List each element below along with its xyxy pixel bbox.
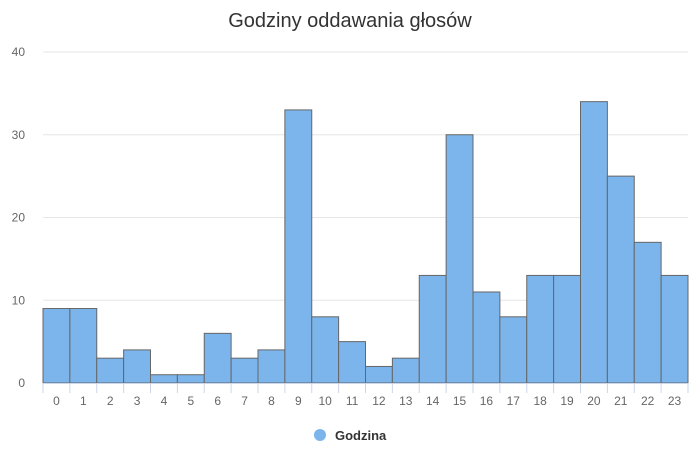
- y-tick-label: 0: [18, 376, 25, 390]
- bar-hour-15[interactable]: [445, 134, 474, 384]
- y-tick-label: 20: [12, 211, 26, 225]
- bar-hour-3[interactable]: [123, 349, 151, 384]
- x-tick-label: 22: [641, 394, 655, 408]
- bar-hour-14[interactable]: [418, 274, 447, 384]
- x-tick-label: 21: [614, 394, 628, 408]
- x-tick-label: 23: [668, 394, 682, 408]
- bar-hour-21[interactable]: [606, 175, 635, 384]
- y-tick-label: 40: [12, 45, 26, 59]
- bar-hour-5[interactable]: [176, 374, 205, 384]
- x-tick-label: 0: [53, 394, 60, 408]
- bar-hour-17[interactable]: [499, 316, 528, 384]
- bar-hour-9[interactable]: [284, 109, 313, 384]
- y-axis: 0 10 20 30 40: [12, 45, 26, 390]
- legend-marker[interactable]: [314, 429, 326, 441]
- bar-hour-4[interactable]: [150, 374, 178, 384]
- x-tick-label: 6: [214, 394, 221, 408]
- x-tick-label: 18: [534, 394, 548, 408]
- chart-title: Godziny oddawania głosów: [228, 10, 472, 32]
- bar-hour-18[interactable]: [526, 274, 555, 384]
- x-tick-label: 10: [319, 394, 333, 408]
- legend-label[interactable]: Godzina: [335, 428, 387, 443]
- bar-hour-11[interactable]: [338, 341, 366, 384]
- bar-hour-16[interactable]: [472, 291, 501, 384]
- bar-hour-2[interactable]: [96, 357, 125, 384]
- x-tick-label: 4: [161, 394, 168, 408]
- x-tick-label: 19: [560, 394, 574, 408]
- x-tick-label: 9: [295, 394, 302, 408]
- bar-hour-0[interactable]: [42, 308, 71, 384]
- bar-hour-1[interactable]: [69, 308, 98, 384]
- bar-hour-22[interactable]: [633, 241, 662, 384]
- bar-hour-20[interactable]: [580, 101, 608, 384]
- x-tick-label: 3: [134, 394, 141, 408]
- x-tick-label: 17: [507, 394, 521, 408]
- bar-hour-8[interactable]: [257, 349, 286, 384]
- x-tick-label: 2: [107, 394, 114, 408]
- y-tick-label: 30: [12, 128, 26, 142]
- y-tick-label: 10: [12, 293, 26, 307]
- bar-hour-12[interactable]: [365, 365, 393, 384]
- bars[interactable]: [42, 101, 689, 384]
- x-tick-label: 8: [268, 394, 275, 408]
- bar-hour-10[interactable]: [311, 316, 340, 384]
- x-tick-label: 15: [453, 394, 467, 408]
- x-axis: 0 1 2 3 4 5 6 7 8 9 10 11 12 13 14 15 16 17 18 19 20 21 22 23: [42, 383, 689, 408]
- x-tick-label: 20: [587, 394, 601, 408]
- bar-hour-23[interactable]: [660, 274, 689, 384]
- bar-hour-13[interactable]: [391, 357, 420, 384]
- bar-hour-6[interactable]: [203, 332, 232, 384]
- x-tick-label: 7: [241, 394, 248, 408]
- x-tick-label: 12: [372, 394, 386, 408]
- x-tick-label: 16: [480, 394, 494, 408]
- legend[interactable]: Godzina: [314, 428, 387, 443]
- x-tick-label: 1: [80, 394, 87, 408]
- x-tick-label: 13: [399, 394, 413, 408]
- bar-hour-7[interactable]: [230, 357, 259, 384]
- x-tick-label: 11: [346, 394, 359, 408]
- x-tick-label: 14: [426, 394, 440, 408]
- x-tick-label: 5: [187, 394, 194, 408]
- bar-hour-19[interactable]: [553, 274, 581, 384]
